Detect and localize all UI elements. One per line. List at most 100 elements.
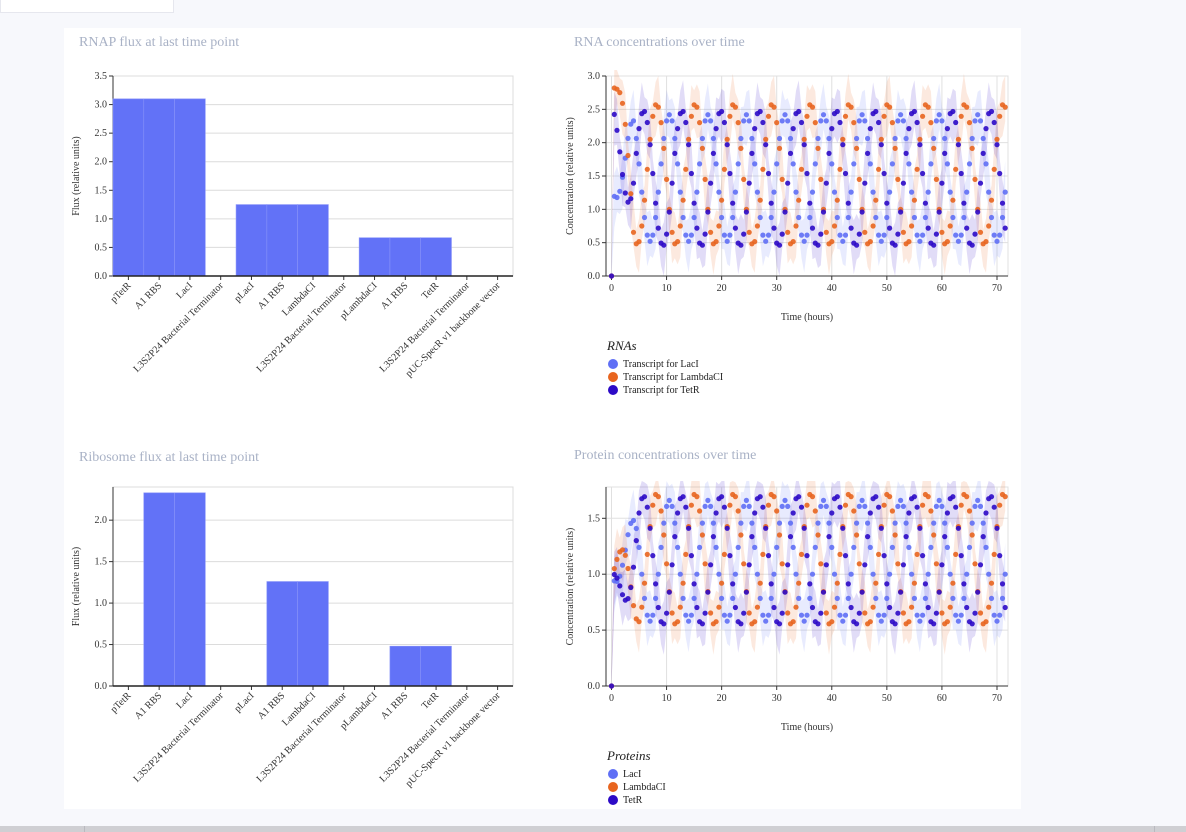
rna-point-lambda [878, 136, 884, 142]
rna-point-tetR [686, 142, 692, 148]
prot-point-lacI [818, 503, 824, 509]
ribo-xtick-label: pLacI [232, 690, 256, 714]
scrollbar-thumb[interactable] [84, 826, 1155, 832]
prot-point-lacI [898, 497, 904, 503]
rna-point-lambda [867, 239, 873, 245]
prot-point-lambda [754, 604, 761, 610]
rna-point-lambda [628, 191, 634, 197]
prot-point-tetR [653, 581, 659, 587]
rna-point-lacI [972, 118, 978, 124]
rna-point-lambda [997, 113, 1003, 119]
rna-point-lacI [708, 118, 714, 124]
rna-point-tetR [641, 108, 648, 115]
rna-point-lambda [647, 136, 653, 142]
rna-point-lacI [854, 135, 860, 142]
prot-legend-label: TetR [623, 795, 643, 806]
rna-point-lacI [887, 189, 893, 195]
prot-point-lacI [790, 544, 796, 551]
rna-point-lambda [920, 113, 926, 119]
prot-point-lambda [870, 604, 876, 610]
rna-point-lambda [732, 104, 739, 110]
rna-point-lambda [801, 136, 807, 142]
rna-point-lacI [741, 118, 747, 124]
prot-point-lacI [757, 595, 763, 602]
rnap-bar [358, 237, 391, 277]
prot-point-lacI [826, 520, 832, 526]
prot-point-tetR [999, 581, 1006, 587]
rna-point-tetR [936, 209, 942, 215]
prot-point-tetR [944, 510, 951, 516]
rna-point-lacI [754, 189, 761, 195]
rna-point-tetR [977, 180, 984, 186]
rna-point-lacI [876, 232, 882, 238]
prot-point-tetR [691, 581, 697, 587]
rna-point-tetR [664, 231, 670, 237]
rna-point-tetR [743, 209, 750, 215]
prot-point-lambda [655, 494, 661, 500]
prot-point-lambda [760, 551, 766, 558]
rna-point-tetR [619, 171, 626, 178]
rna-point-lambda [947, 223, 953, 229]
rnap-bar [297, 204, 329, 277]
prot-point-lacI [809, 571, 816, 577]
rna-point-tetR [746, 180, 752, 186]
rna-point-tetR [964, 225, 970, 231]
window-tab[interactable] [0, 0, 174, 13]
prot-ytick-label: 1.0 [588, 569, 601, 580]
rna-point-lambda [958, 113, 964, 119]
prot-point-lambda [699, 532, 706, 538]
rna-point-tetR [636, 126, 642, 132]
prot-point-lacI [953, 612, 959, 618]
rna-point-lambda [686, 136, 692, 142]
rna-point-tetR [650, 170, 656, 177]
rna-point-tetR [622, 190, 628, 196]
rna-point-lacI [862, 118, 868, 124]
rna-point-tetR [999, 200, 1006, 206]
prot-point-lambda [702, 561, 708, 567]
prot-point-lacI [705, 497, 711, 503]
rna-point-tetR [950, 108, 956, 115]
prot-point-lacI [647, 618, 653, 624]
horizontal-scrollbar[interactable] [0, 826, 1186, 832]
prot-point-lacI [776, 520, 783, 526]
prot-point-tetR [969, 621, 975, 627]
rna-point-lacI [716, 189, 722, 195]
prot-point-lambda [944, 619, 951, 625]
rna-point-tetR [683, 119, 689, 126]
prot-point-lambda [920, 502, 926, 508]
rna-point-tetR [699, 242, 706, 248]
rna-point-lambda [774, 120, 780, 126]
rna-point-lacI [966, 161, 973, 167]
prot-point-lambda [708, 610, 714, 616]
prot-point-lacI [854, 520, 860, 526]
rna-point-lacI [630, 118, 637, 124]
rna-point-lambda [876, 166, 882, 172]
rna-point-lambda [735, 120, 741, 126]
prot-point-lacI [881, 612, 887, 618]
prot-point-lacI [774, 544, 780, 551]
rna-point-tetR [922, 200, 929, 206]
rnap-ytick-label: 2.5 [95, 128, 108, 139]
prot-point-tetR [647, 525, 653, 531]
rna-legend-title: RNAs [606, 338, 637, 353]
prot-point-lacI [641, 595, 648, 602]
ribo-bar [266, 581, 298, 687]
rna-point-lambda [708, 229, 714, 235]
rna-point-tetR [804, 170, 810, 177]
prot-point-lambda [983, 619, 989, 625]
prot-point-lacI [928, 544, 934, 551]
rna-point-lambda [702, 176, 708, 182]
prot-point-tetR [796, 494, 802, 500]
rna-point-lambda [955, 136, 962, 142]
prot-point-lambda [991, 551, 997, 558]
rna-point-tetR [848, 225, 854, 231]
prot-point-tetR [741, 610, 747, 616]
prot-point-lacI [782, 497, 788, 503]
rna-point-lambda [887, 104, 893, 110]
rna-legend-swatch-tetR [608, 385, 618, 395]
prot-point-lacI [644, 612, 650, 618]
prot-point-lacI [840, 618, 846, 624]
prot-point-lambda [856, 561, 862, 567]
prot-point-tetR [826, 534, 832, 540]
rna-point-lambda [831, 223, 838, 229]
